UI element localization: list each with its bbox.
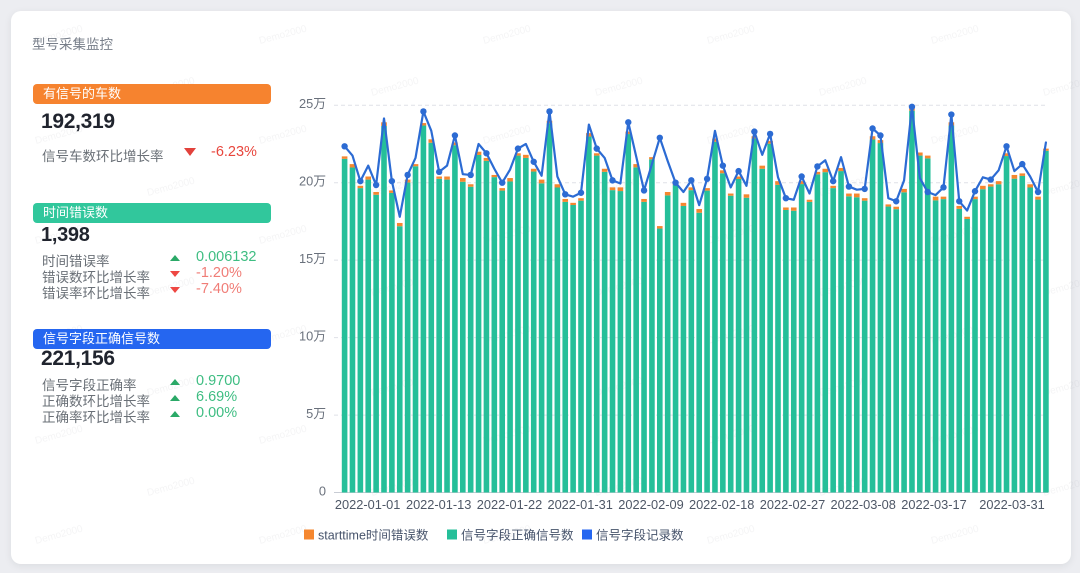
svg-text:5万: 5万 xyxy=(306,406,326,421)
svg-text:2022-03-17: 2022-03-17 xyxy=(901,497,966,512)
svg-text:2022-01-22: 2022-01-22 xyxy=(477,497,542,512)
svg-text:2022-02-18: 2022-02-18 xyxy=(689,497,754,512)
svg-text:信号字段正确信号数: 信号字段正确信号数 xyxy=(461,528,574,543)
svg-text:0: 0 xyxy=(319,484,326,499)
svg-text:2022-02-09: 2022-02-09 xyxy=(618,497,683,512)
svg-text:2022-01-31: 2022-01-31 xyxy=(547,497,612,512)
svg-text:25万: 25万 xyxy=(299,96,326,111)
svg-text:2022-01-01: 2022-01-01 xyxy=(335,497,400,512)
svg-text:2022-01-13: 2022-01-13 xyxy=(406,497,471,512)
svg-text:starttime时间错误数: starttime时间错误数 xyxy=(318,528,429,543)
svg-text:信号字段记录数: 信号字段记录数 xyxy=(596,528,684,543)
svg-text:15万: 15万 xyxy=(299,251,326,266)
svg-text:10万: 10万 xyxy=(299,329,326,344)
svg-text:2022-03-08: 2022-03-08 xyxy=(830,497,895,512)
svg-text:2022-03-31: 2022-03-31 xyxy=(979,497,1044,512)
svg-text:20万: 20万 xyxy=(299,174,326,189)
svg-text:2022-02-27: 2022-02-27 xyxy=(760,497,825,512)
